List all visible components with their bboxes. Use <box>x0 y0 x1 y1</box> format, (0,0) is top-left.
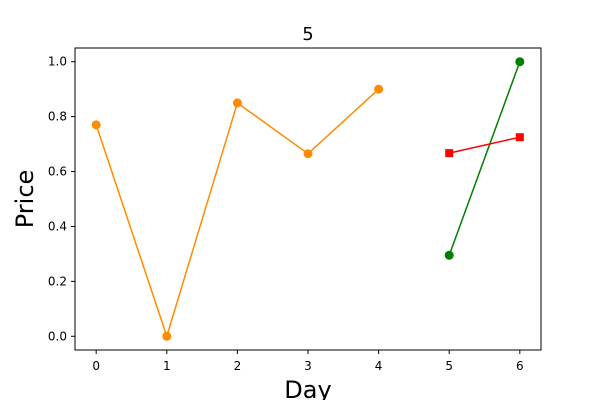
x-tick-label: 0 <box>92 359 100 373</box>
data-point-1-1 <box>515 57 525 67</box>
x-tick-label: 6 <box>516 359 524 373</box>
data-point-0-1 <box>162 331 172 341</box>
y-tick-label: 0.0 <box>48 329 67 343</box>
chart-title: 5 <box>302 24 313 45</box>
data-point-1-0 <box>444 250 454 260</box>
data-point-2-0 <box>445 149 454 158</box>
data-point-0-2 <box>232 98 242 108</box>
y-tick-label: 0.6 <box>48 165 67 179</box>
x-tick-label: 3 <box>304 359 312 373</box>
series-layer <box>91 57 525 341</box>
x-tick-label: 2 <box>234 359 242 373</box>
y-tick-label: 0.2 <box>48 274 67 288</box>
data-point-0-3 <box>303 149 313 159</box>
data-point-0-0 <box>91 120 101 130</box>
series-line-2 <box>449 136 520 154</box>
y-axis: 0.0 0.2 0.4 0.6 0.8 1.0 <box>48 55 75 343</box>
y-tick-label: 1.0 <box>48 55 67 69</box>
y-tick-label: 0.4 <box>48 219 67 233</box>
x-tick-label: 1 <box>163 359 171 373</box>
y-axis-title: Price <box>11 170 39 229</box>
series-line-0 <box>95 88 380 339</box>
x-tick-label: 4 <box>375 359 383 373</box>
plot-area-frame <box>74 47 542 351</box>
x-axis-title: Day <box>284 376 331 400</box>
x-tick-label: 5 <box>445 359 453 373</box>
y-tick-label: 0.8 <box>48 110 67 124</box>
data-point-0-4 <box>374 84 384 94</box>
series-line-1 <box>448 61 521 256</box>
data-point-2-1 <box>515 133 524 142</box>
x-axis: 0 1 2 3 4 5 6 <box>92 350 524 373</box>
